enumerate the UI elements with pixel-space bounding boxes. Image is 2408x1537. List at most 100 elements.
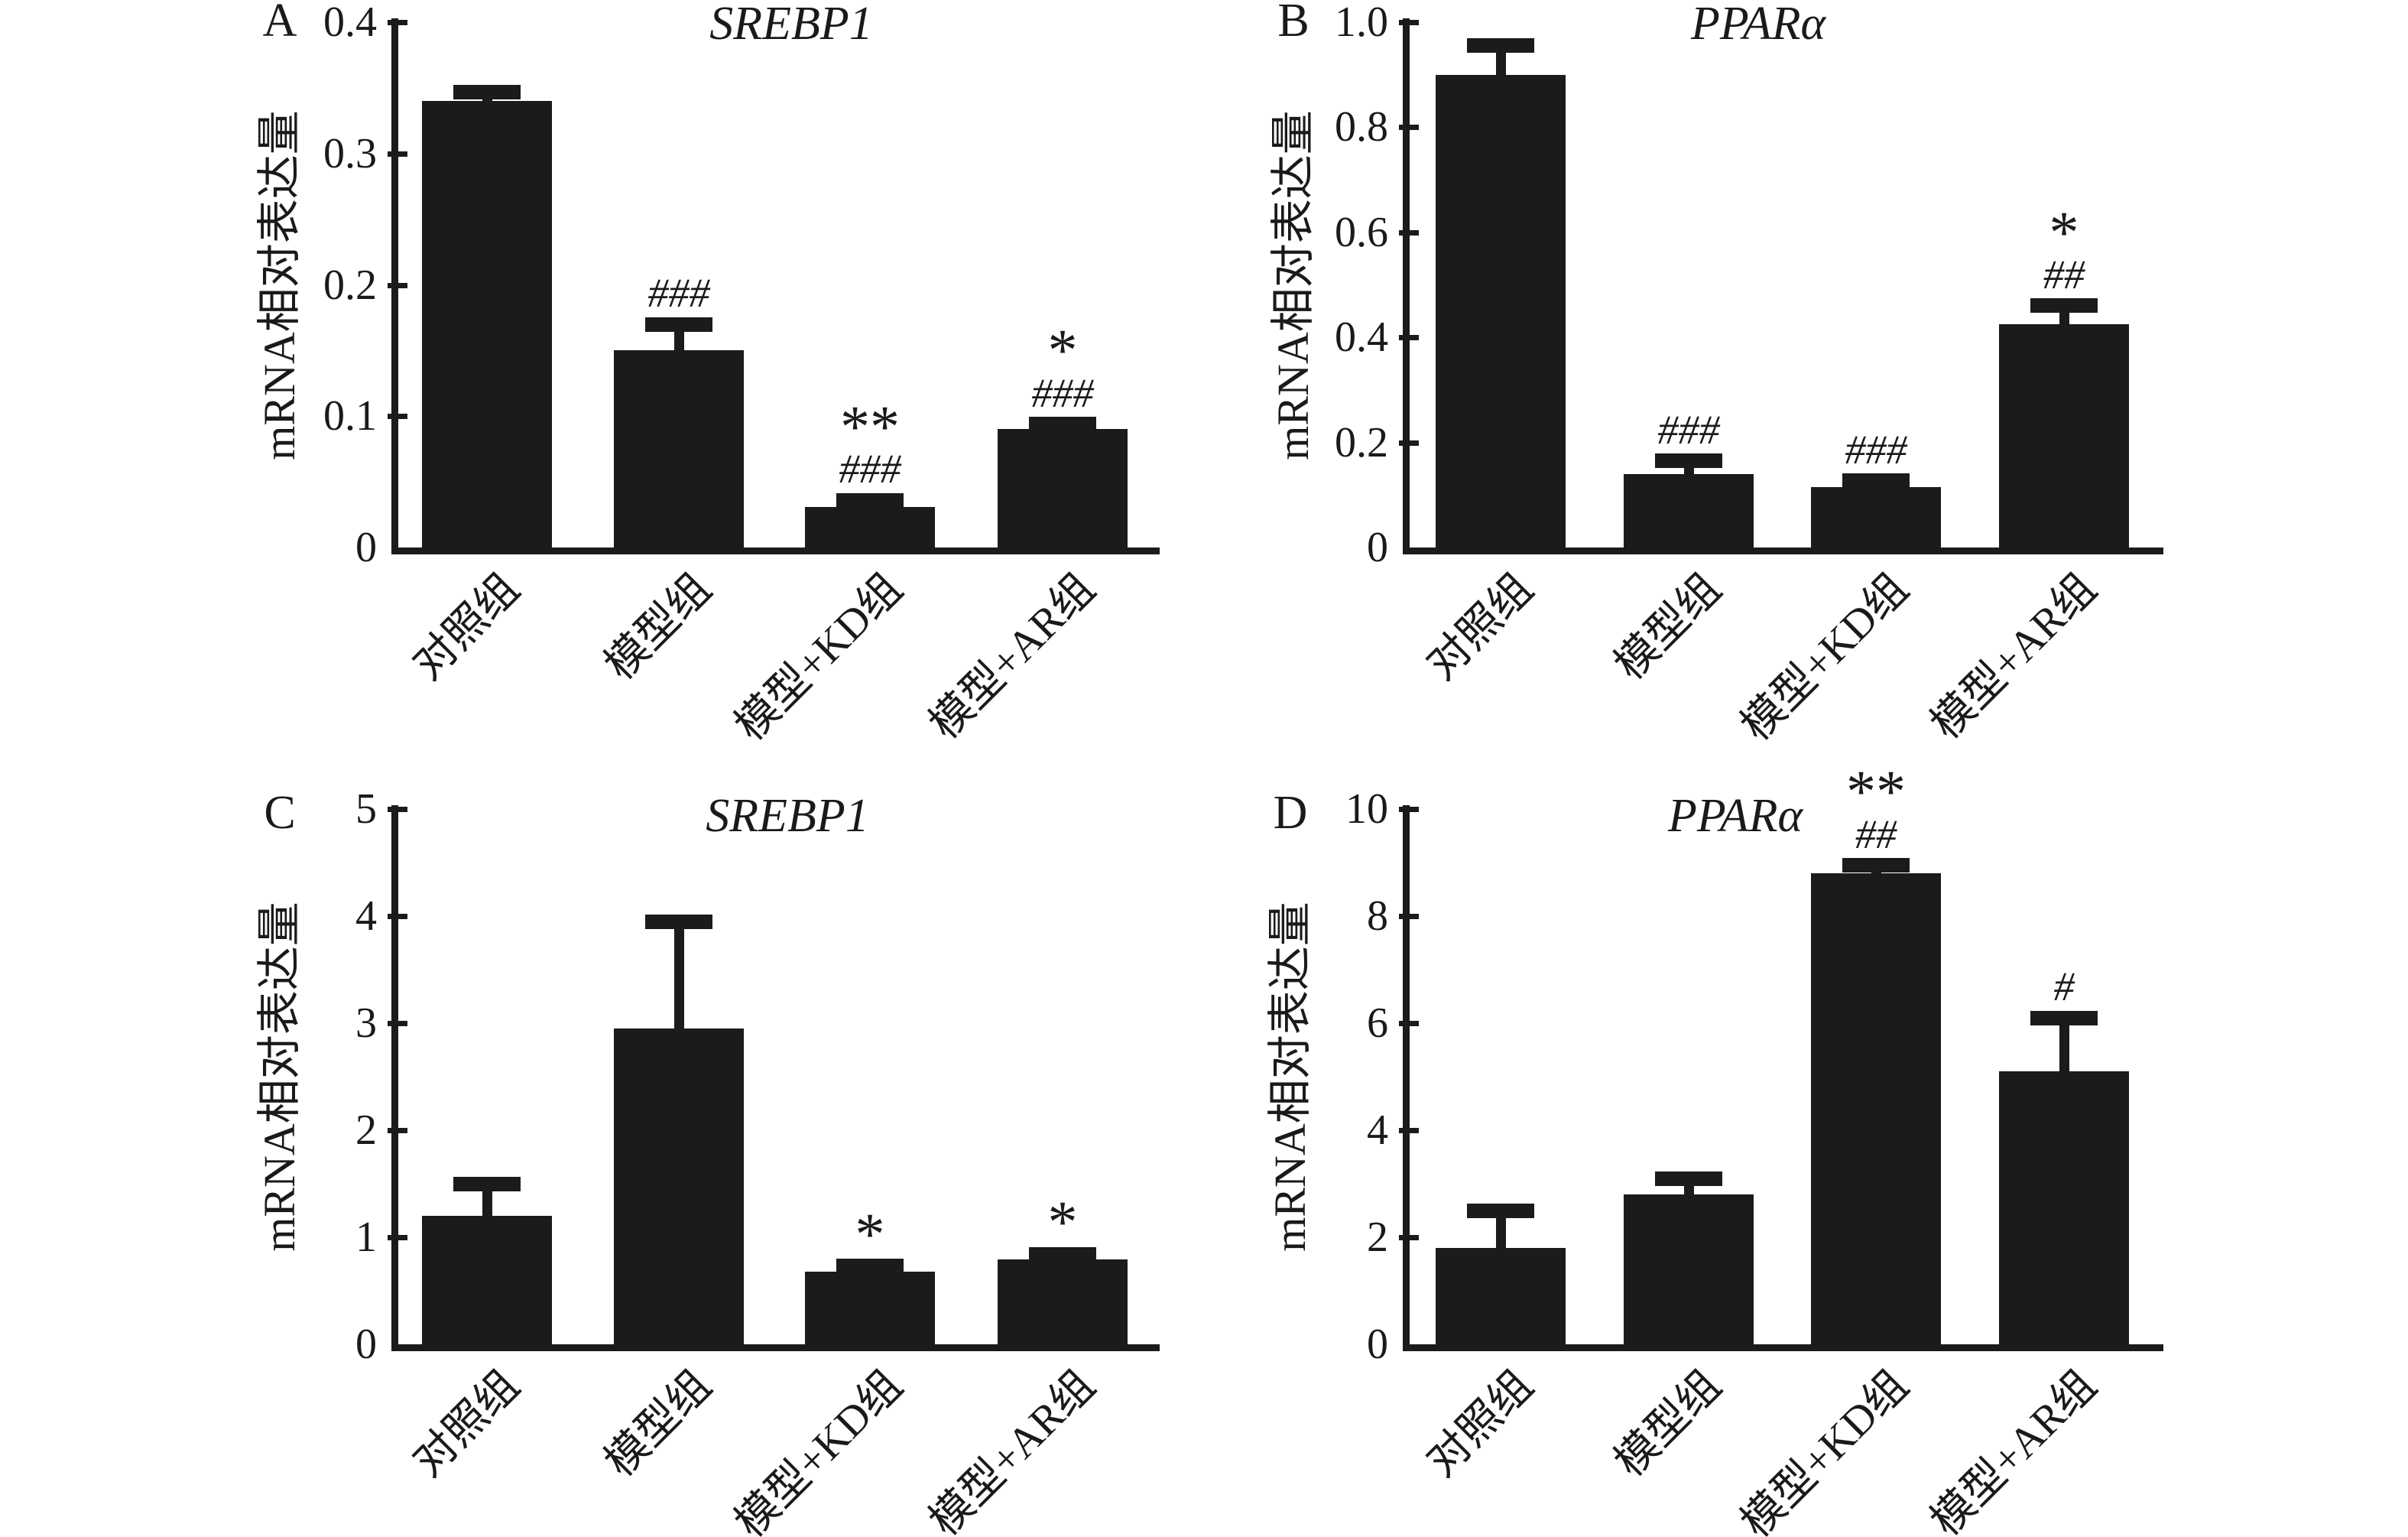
- panel-a-tick-mark-0.3: [388, 151, 407, 157]
- panel-c-annotation-4: *: [894, 1188, 1231, 1256]
- panel-c-bar-4: [998, 1259, 1128, 1344]
- panel-a-error-cap-4: [1029, 417, 1096, 432]
- panel-d-x-label-1: 对照组: [1417, 1361, 1543, 1487]
- panel-b-tick-mark-0.6: [1399, 229, 1419, 236]
- panel-c-annotation-3: *: [702, 1200, 1038, 1267]
- panel-b-bar-3: [1811, 486, 1941, 548]
- significance-symbol: **: [840, 393, 900, 460]
- panel-a-annotation-4: * ###: [894, 317, 1231, 414]
- panel-a-bar-1: [422, 101, 552, 548]
- panel-b-error-cap-2: [1655, 453, 1722, 469]
- panel-b-tick-label-0: 0: [1367, 524, 1388, 571]
- panel-c-error-stem-2: [673, 921, 684, 1030]
- panel-a-tick-mark-0.2: [388, 282, 407, 288]
- significance-symbol: ###: [1845, 426, 1907, 473]
- panel-b-tick-label-0.4: 0.4: [1335, 314, 1388, 362]
- panel-d-error-stem-4: [2059, 1018, 2069, 1073]
- panel-b-tick-label-0.2: 0.2: [1335, 418, 1388, 466]
- panel-b-title: PPARα: [1690, 0, 1826, 50]
- panel-d-annotation-3: ** ##: [1708, 758, 2044, 857]
- panel-b-error-cap-3: [1842, 473, 1910, 489]
- significance-symbol: ###: [647, 270, 710, 317]
- panel-d-tick-mark-6: [1399, 1021, 1419, 1026]
- panel-b-bar-2: [1624, 473, 1754, 548]
- panel-c-letter: C: [264, 787, 296, 839]
- panel-d-tick-label-4: 4: [1367, 1106, 1388, 1154]
- panel-d-tick-label-8: 8: [1367, 892, 1388, 940]
- panel-d-bar-1: [1436, 1248, 1566, 1344]
- panel-d-bar-2: [1624, 1194, 1754, 1344]
- panel-b-annotation-2: ###: [1520, 409, 1857, 450]
- panel-d-tick-mark-2: [1399, 1235, 1419, 1240]
- panel-c-tick-mark-3: [388, 1021, 407, 1026]
- panel-a-tick-label-0: 0: [355, 524, 377, 571]
- panel-d-tick-label-6: 6: [1367, 999, 1388, 1047]
- panel-d-tick-label-2: 2: [1367, 1214, 1388, 1261]
- panel-b-tick-mark-0.2: [1399, 440, 1419, 446]
- panel-b-error-cap-4: [2030, 298, 2098, 314]
- panel-b-annotation-4: * ##: [1896, 198, 2232, 297]
- panel-d-y-axis-line: [1403, 805, 1410, 1351]
- panel-b-tick-mark-0.8: [1399, 125, 1419, 131]
- panel-a-bar-3: [805, 506, 935, 548]
- panel-c-bar-3: [805, 1271, 935, 1344]
- significance-symbol: *: [2049, 198, 2079, 265]
- panel-c-bar-1: [422, 1216, 552, 1344]
- panel-a-error-cap-1: [453, 84, 521, 99]
- significance-symbol: *: [855, 1200, 885, 1267]
- panel-b-y-axis-line: [1403, 18, 1410, 554]
- panel-c-tick-mark-4: [388, 914, 407, 919]
- significance-symbol: *: [1047, 1188, 1078, 1256]
- panel-d-error-cap-4: [2030, 1010, 2098, 1025]
- panel-b-tick-label-0.8: 0.8: [1335, 103, 1388, 151]
- panel-b-bar-1: [1436, 74, 1566, 548]
- panel-d-error-cap-2: [1655, 1171, 1722, 1186]
- panel-b-y-axis-label: mRNA相对表达量: [1268, 109, 1318, 460]
- panel-d-bar-4: [1999, 1071, 2129, 1344]
- panel-d-bar-3: [1811, 873, 1941, 1344]
- panel-a-annotation-3: ** ###: [702, 393, 1038, 489]
- panel-c-y-axis-line: [391, 805, 398, 1351]
- panel-d-tick-mark-8: [1399, 914, 1419, 919]
- panel-a-x-axis-line: [391, 548, 1160, 554]
- panel-c-bar-2: [614, 1028, 744, 1344]
- panel-d-letter: D: [1273, 787, 1308, 839]
- panel-d-error-cap-1: [1467, 1203, 1534, 1218]
- panel-a-tick-label-0.4: 0.4: [323, 0, 377, 46]
- panel-c-y-axis-label: mRNA相对表达量: [255, 902, 304, 1252]
- panel-b-bar-4: [1999, 324, 2129, 548]
- panel-a-tick-label-0.1: 0.1: [323, 392, 377, 440]
- panel-b-error-stem-1: [1495, 45, 1506, 76]
- panel-d-y-axis-label: mRNA相对表达量: [1265, 902, 1315, 1252]
- panel-c-tick-label-4: 4: [355, 892, 377, 940]
- panel-c-tick-label-5: 5: [355, 785, 377, 833]
- panel-c-x-axis-line: [391, 1344, 1160, 1351]
- panel-d-title: PPARα: [1667, 790, 1803, 842]
- panel-c-error-cap-2: [645, 914, 712, 929]
- panel-a-error-cap-3: [836, 492, 904, 508]
- significance-symbol: ##: [2043, 251, 2085, 297]
- panel-c-error-stem-1: [482, 1184, 492, 1217]
- panel-d-x-axis-line: [1403, 1344, 2163, 1351]
- panel-c-error-cap-4: [1029, 1246, 1096, 1262]
- panel-d-tick-mark-10: [1399, 807, 1419, 812]
- panel-a-tick-label-0.2: 0.2: [323, 261, 377, 309]
- significance-symbol: **: [1846, 758, 1906, 825]
- panel-d-error-stem-1: [1495, 1210, 1506, 1249]
- panel-c-title: SREBP1: [706, 790, 869, 842]
- panel-b-annotation-3: ###: [1708, 429, 2044, 470]
- panel-b-tick-mark-1.0: [1399, 20, 1419, 25]
- panel-b-letter: B: [1277, 0, 1309, 47]
- panel-a-letter: A: [262, 0, 297, 47]
- significance-symbol: ##: [1855, 811, 1897, 857]
- significance-symbol: *: [1047, 317, 1078, 384]
- panel-d-tick-label-10: 10: [1345, 785, 1388, 833]
- panel-d-error-cap-3: [1842, 858, 1910, 872]
- panel-b-tick-label-1.0: 1.0: [1335, 0, 1388, 46]
- panel-a-tick-mark-0.1: [388, 414, 407, 420]
- panel-c-tick-mark-5: [388, 807, 407, 812]
- panel-b-error-cap-1: [1467, 38, 1534, 54]
- panel-a-annotation-2: ###: [511, 272, 847, 314]
- panel-c-tick-label-0: 0: [355, 1321, 377, 1368]
